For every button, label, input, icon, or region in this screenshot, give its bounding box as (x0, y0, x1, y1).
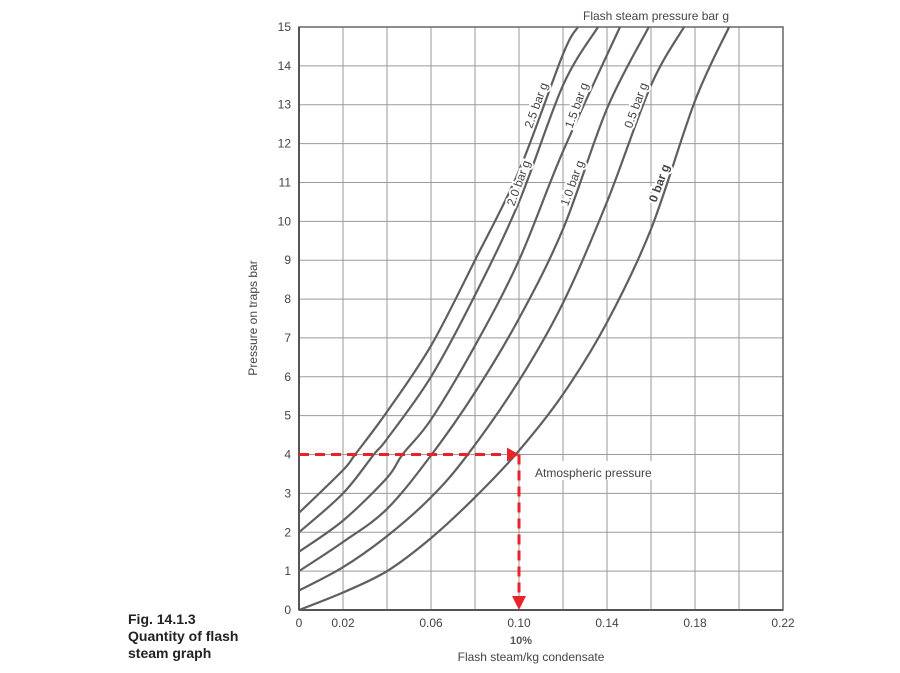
curve-1-0-bar-g (298, 26, 650, 573)
arrowhead-right-icon (507, 447, 519, 462)
y-tick-label: 1 (284, 564, 291, 578)
x-axis-label: Flash steam/kg condensate (458, 650, 605, 664)
x-tick-label: 0.06 (419, 616, 443, 630)
curve-0-bar-g (298, 26, 731, 612)
curve-label: 1.0 bar g (558, 158, 587, 207)
x-tick-label: 0 (296, 616, 303, 630)
curve-2-5-bar-g (298, 26, 579, 514)
annotations: Atmospheric pressure (299, 447, 662, 610)
curve-label: 1.5 bar g (562, 81, 591, 130)
caption-line: Fig. 14.1.3 (128, 611, 196, 627)
y-tick-label: 15 (278, 20, 292, 34)
x-tick-label: 0.02 (331, 616, 355, 630)
curve-0-5-bar-g (298, 26, 685, 592)
y-tick-label: 12 (278, 137, 292, 151)
y-tick-label: 2 (284, 525, 291, 539)
x-tick-label: 0.10 (507, 616, 531, 630)
x-tick-label: 0.22 (771, 616, 795, 630)
x-tick-label: 0.18 (683, 616, 707, 630)
caption-line: steam graph (128, 645, 212, 661)
curves: 2.5 bar g 2.0 bar g 1.5 bar g 1.0 bar g 0.5 … (298, 26, 731, 612)
y-tick-label: 11 (279, 175, 292, 189)
y-tick-label: 4 (284, 448, 291, 462)
y-tick-label: 10 (278, 214, 292, 228)
y-tick-label: 8 (284, 292, 291, 306)
y-tick-label: 9 (284, 253, 291, 267)
chart-title: Flash steam pressure bar g (583, 9, 729, 23)
y-tick-label: 6 (284, 370, 291, 384)
curve-2-0-bar-g (298, 26, 599, 534)
x-tick-label: 0.14 (595, 616, 619, 630)
y-tick-label: 3 (284, 486, 291, 500)
curve-label: 2.0 bar g (504, 158, 533, 207)
figure-caption: Fig. 14.1.3 Quantity of flash steam grap… (128, 611, 238, 662)
curve-label: 0 bar g (646, 162, 673, 204)
atmospheric-label-bg (531, 461, 662, 480)
arrowhead-down-icon (512, 596, 526, 610)
curve-1-5-bar-g (298, 26, 621, 553)
y-axis-label: Pressure on traps bar (246, 260, 260, 375)
curve-label: 2.5 bar g (521, 81, 550, 130)
y-tick-label: 14 (278, 59, 292, 73)
caption-line: Quantity of flash (128, 628, 239, 644)
curve-label: 0.5 bar g (621, 81, 650, 130)
y-tick-label: 0 (284, 603, 291, 617)
y-tick-label: 7 (284, 331, 291, 345)
result-label: 10% (510, 635, 532, 647)
y-tick-label: 13 (278, 98, 292, 112)
y-tick-label: 5 (284, 409, 291, 423)
atmospheric-pressure-label: Atmospheric pressure (535, 466, 652, 480)
